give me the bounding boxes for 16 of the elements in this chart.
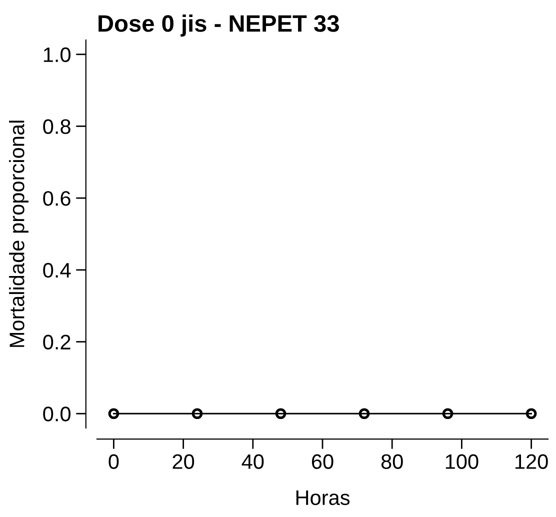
x-tick-label: 120 — [516, 454, 548, 469]
chart-title: Dose 0 jis - NEPET 33 — [98, 14, 339, 37]
y-tick-label: 0.0 — [43, 406, 70, 422]
x-tick-label: 0 — [108, 454, 119, 469]
y-tick-label: 0.8 — [43, 119, 70, 134]
y-tick-label: 0.6 — [43, 191, 70, 206]
y-axis-title: Mortalidade proporcional — [9, 120, 28, 347]
x-tick-label: 20 — [172, 454, 194, 469]
y-tick-label: 0.4 — [43, 262, 71, 278]
x-tick-label: 60 — [312, 454, 334, 469]
y-tick-label: 0.2 — [43, 334, 70, 350]
y-tick-label: 1.0 — [44, 47, 70, 62]
x-tick-label: 80 — [381, 454, 403, 469]
x-axis-title: Horas — [296, 490, 350, 506]
x-tick-label: 40 — [242, 454, 264, 469]
x-tick-label: 100 — [446, 454, 478, 469]
